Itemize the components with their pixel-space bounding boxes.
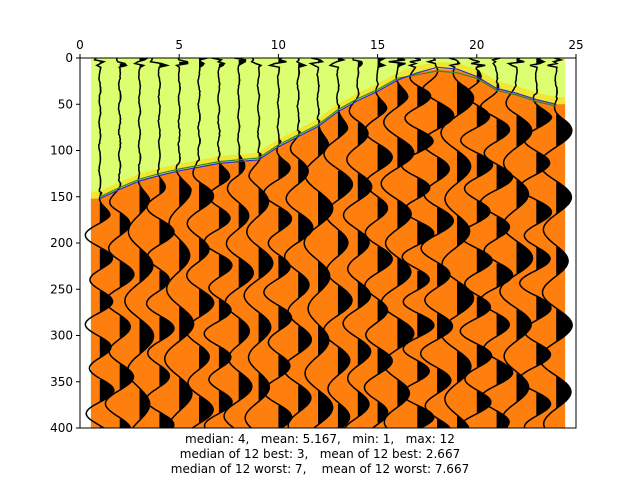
trace-line-23 bbox=[518, 58, 553, 428]
y-tick-label: 250 bbox=[50, 282, 73, 296]
trace-line-11 bbox=[282, 58, 314, 428]
trace-line-9 bbox=[243, 58, 274, 428]
trace-line-17 bbox=[400, 58, 435, 428]
pick-lines bbox=[99, 66, 557, 200]
y-tick-label: 100 bbox=[50, 144, 73, 158]
trace-fill-3 bbox=[139, 58, 154, 421]
x-tick-label: 15 bbox=[370, 38, 385, 52]
caption-line-3: median of 12 worst: 7, mean of 12 worst:… bbox=[170, 462, 470, 476]
trace-line-21 bbox=[479, 58, 514, 428]
x-tick-label: 25 bbox=[568, 38, 583, 52]
y-axis: 0 50 100 150 200 250 300 350 400 bbox=[50, 51, 80, 435]
x-tick-label: 10 bbox=[271, 38, 286, 52]
pick-line-blue bbox=[99, 66, 557, 200]
y-tick-label: 200 bbox=[50, 236, 73, 250]
trace-fill-8 bbox=[238, 59, 254, 403]
trace-fill-19 bbox=[457, 61, 474, 428]
lower-field bbox=[90, 69, 566, 428]
trace-line-20 bbox=[459, 58, 494, 428]
y-tick-label: 300 bbox=[50, 329, 73, 343]
trace-fill-24 bbox=[556, 59, 573, 410]
x-tick-label: 20 bbox=[469, 38, 484, 52]
trace-fill-14 bbox=[357, 61, 372, 419]
trace-line-16 bbox=[380, 58, 415, 428]
trace-line-7 bbox=[203, 58, 233, 428]
x-tick-label: 0 bbox=[76, 38, 84, 52]
trace-line-3 bbox=[124, 58, 155, 428]
x-axis: 0 5 10 15 20 25 bbox=[76, 38, 584, 58]
x-tick-label: 5 bbox=[175, 38, 183, 52]
trace-line-1 bbox=[84, 58, 115, 428]
pick-line-green bbox=[99, 70, 557, 198]
trace-line-15 bbox=[363, 58, 393, 428]
trace-line-4 bbox=[145, 58, 175, 428]
y-tick-label: 400 bbox=[50, 421, 73, 435]
trace-line-13 bbox=[322, 58, 354, 428]
trace-line-14 bbox=[342, 58, 373, 428]
trace-fill-15 bbox=[377, 58, 393, 427]
trace-fill-1 bbox=[99, 61, 114, 428]
trace-line-8 bbox=[223, 58, 255, 428]
trace-fill-11 bbox=[298, 58, 313, 414]
trace-line-19 bbox=[440, 58, 475, 428]
trace-fill-9 bbox=[258, 65, 273, 403]
trace-line-12 bbox=[303, 58, 334, 428]
trace-line-24 bbox=[538, 58, 573, 428]
caption-line-1: median: 4, mean: 5.167, min: 1, max: 12 bbox=[185, 432, 455, 446]
trace-fill-21 bbox=[496, 58, 513, 428]
boundary-glow bbox=[90, 62, 566, 200]
caption-line-2: median of 12 best: 3, mean of 12 best: 2… bbox=[179, 447, 461, 461]
trace-fill-13 bbox=[337, 58, 353, 428]
y-tick-label: 0 bbox=[65, 51, 73, 65]
trace-fill-4 bbox=[159, 63, 174, 428]
trace-fill-16 bbox=[397, 58, 414, 408]
trace-line-6 bbox=[185, 58, 215, 428]
trace-line-2 bbox=[104, 58, 135, 428]
y-tick-label: 50 bbox=[58, 97, 73, 111]
trace-fill-12 bbox=[318, 59, 333, 427]
trace-line-5 bbox=[164, 58, 195, 428]
y-tick-label: 150 bbox=[50, 190, 73, 204]
trace-line-10 bbox=[263, 58, 293, 428]
trace-line-22 bbox=[499, 58, 534, 428]
wiggle-traces bbox=[84, 58, 573, 428]
y-tick-label: 350 bbox=[50, 375, 73, 389]
trace-fill-6 bbox=[199, 58, 214, 425]
